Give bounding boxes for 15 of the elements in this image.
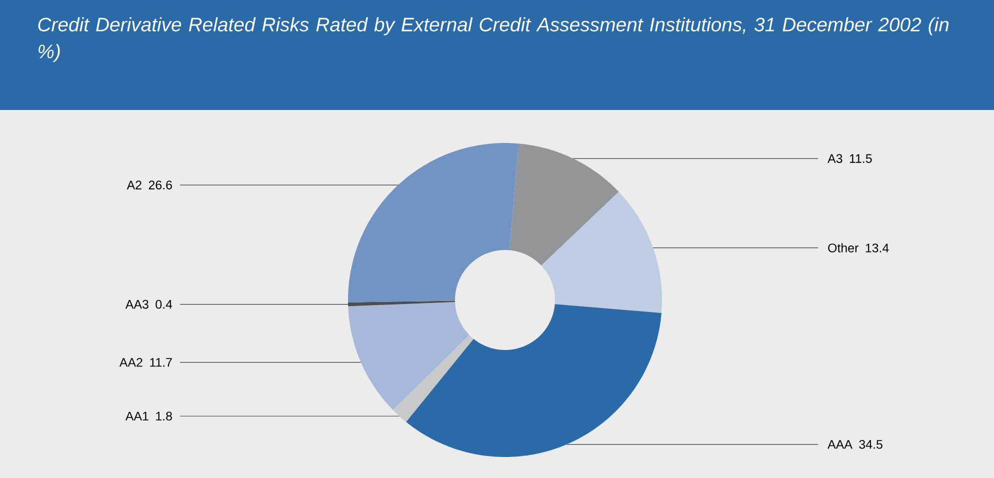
chart-title: Credit Derivative Related Risks Rated by External Credit Assessment Institutions, 31 December 2002 (in %) — [38, 17, 949, 62]
slice-label: AA3 — [125, 300, 148, 309]
data-label: 1.8 — [156, 412, 172, 421]
data-label: 11.7 — [150, 358, 172, 367]
data-label: 13.4 — [866, 244, 889, 252]
data-label: 11.5 — [850, 154, 872, 163]
data-label: 34.5 — [859, 440, 882, 449]
slice-label: AA1 — [125, 412, 148, 420]
data-label: 0.4 — [156, 300, 172, 309]
slice-label: Other — [828, 243, 858, 252]
data-label: 26.6 — [148, 180, 172, 190]
slice-label: A2 — [126, 180, 142, 190]
slice-label: A3 — [828, 154, 842, 163]
slice-label: AA2 — [119, 358, 142, 367]
slice-label: AAA — [828, 440, 852, 449]
